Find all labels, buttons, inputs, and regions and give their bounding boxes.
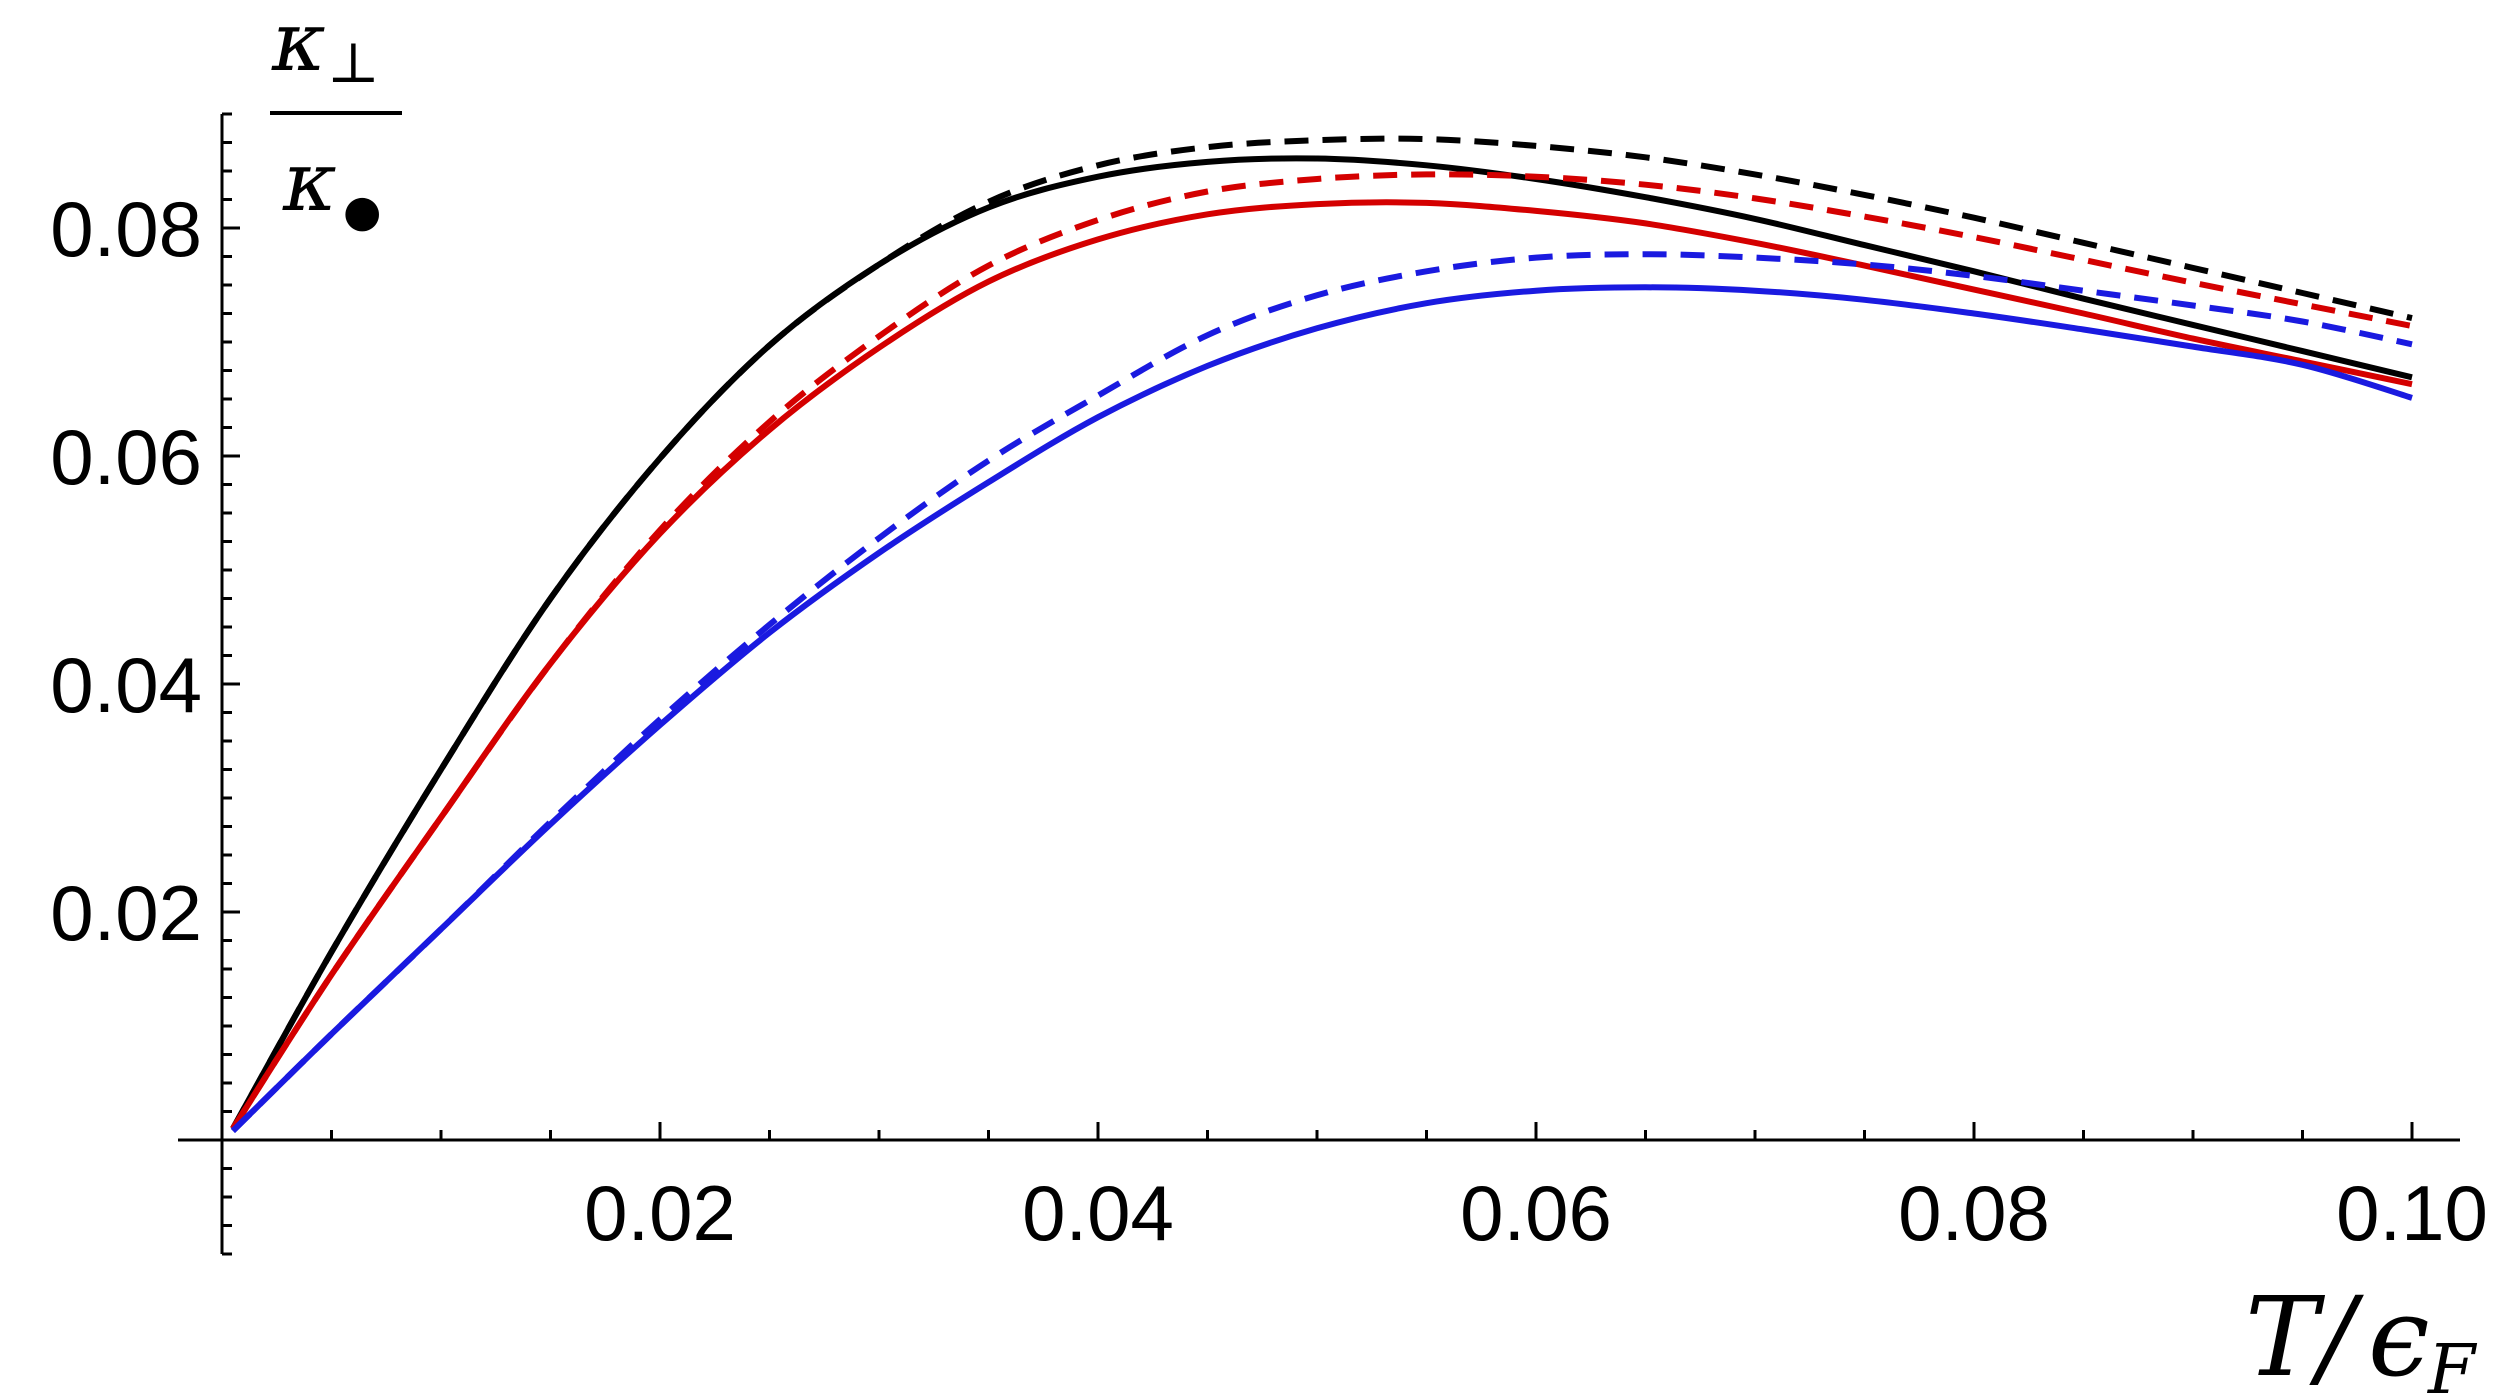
x-label-slash: / [2309, 1273, 2364, 1400]
y-label-numerator: κ [271, 0, 326, 90]
series-line-4 [230, 171, 2413, 1131]
x-tick-label: 0.02 [584, 1169, 736, 1257]
labels: κ ⊥ κ ● T / ϵ F [270, 0, 2478, 1400]
x-label-main: T [2245, 1273, 2326, 1400]
axes: 0.02 0.04 0.06 0.08 0.02 0.04 0.06 0.08 0.10 [50, 112, 2488, 1257]
x-tick-label: 0.06 [1460, 1169, 1612, 1257]
series-line-3 [230, 199, 2413, 1131]
y-label-numerator-sub: ⊥ [327, 31, 380, 96]
y-label-denominator-sub: ● [343, 186, 381, 237]
series-group [230, 135, 2413, 1134]
series-line-5 [230, 284, 2413, 1134]
series-line-6 [230, 251, 2413, 1134]
y-tick-label: 0.04 [50, 641, 202, 729]
x-axis-label: T / ϵ F [2245, 1273, 2478, 1400]
x-tick-label: 0.10 [2336, 1169, 2488, 1257]
y-tick-label: 0.06 [50, 413, 202, 501]
series-line-1 [230, 155, 2413, 1131]
y-label-denominator: κ [282, 135, 337, 230]
series-line-2 [230, 135, 2413, 1131]
x-tick-label: 0.04 [1022, 1169, 1174, 1257]
y-tick-label: 0.08 [50, 185, 202, 273]
x-tick-label: 0.08 [1898, 1169, 2050, 1257]
y-tick-label: 0.02 [50, 869, 202, 957]
x-label-sub: F [2426, 1331, 2478, 1400]
x-label-symbol: ϵ [2368, 1273, 2430, 1400]
y-axis-label: κ ⊥ κ ● [270, 0, 402, 237]
